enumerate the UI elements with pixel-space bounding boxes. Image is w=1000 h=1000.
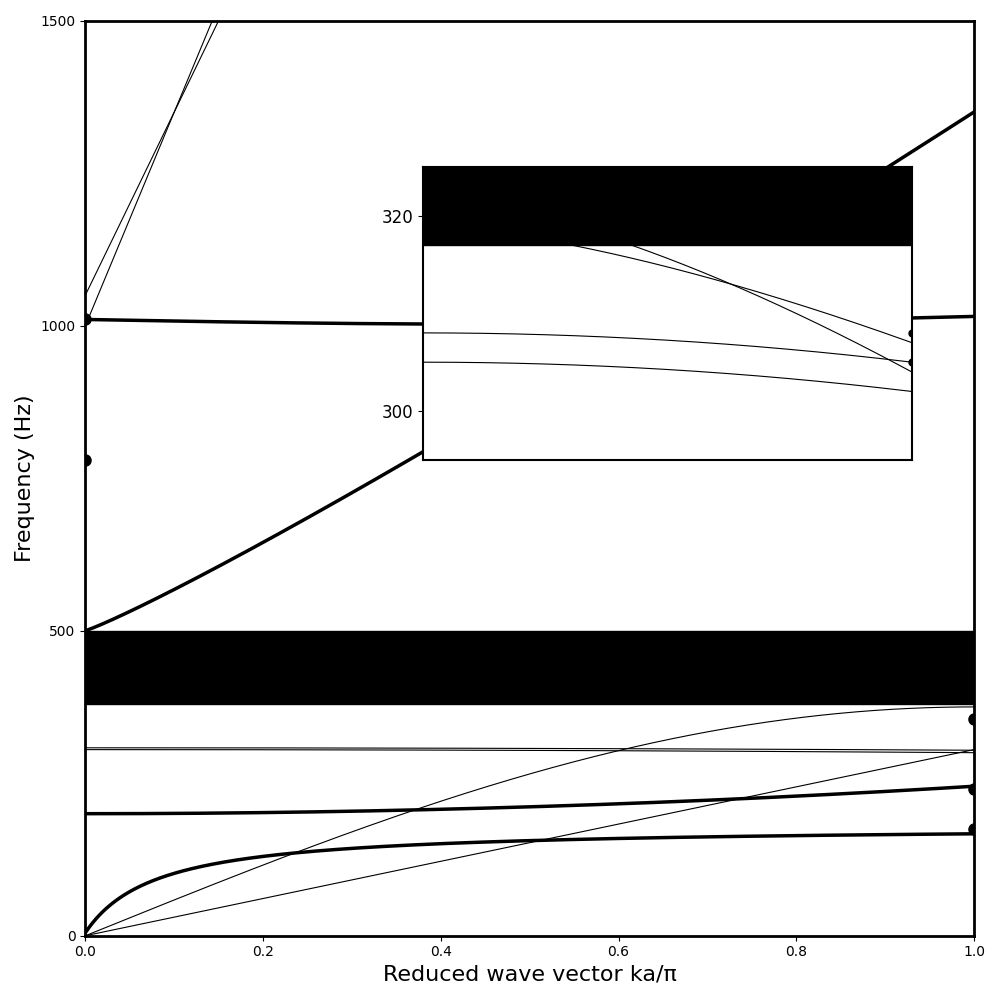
X-axis label: Reduced wave vector ka/π: Reduced wave vector ka/π xyxy=(383,965,677,985)
Y-axis label: Frequency (Hz): Frequency (Hz) xyxy=(15,394,35,562)
